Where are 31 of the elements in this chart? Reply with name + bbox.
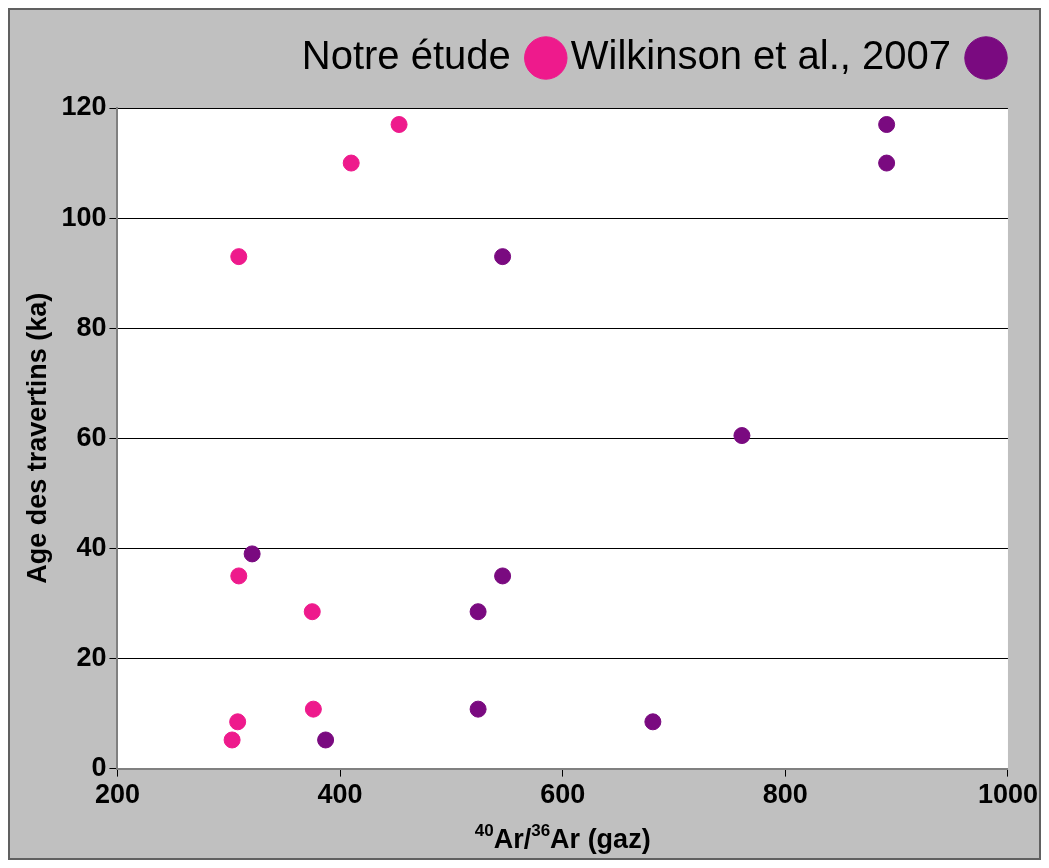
y-axis-title: Age des travertins (ka) bbox=[21, 292, 52, 584]
point bbox=[494, 567, 512, 585]
legend-label: Notre étude bbox=[301, 33, 511, 78]
point bbox=[230, 248, 248, 266]
x-tick-label: 400 bbox=[317, 779, 363, 810]
point bbox=[878, 116, 896, 134]
point bbox=[342, 154, 360, 172]
point bbox=[494, 248, 512, 266]
y-tick-label: 80 bbox=[76, 311, 107, 342]
x-tick-label: 600 bbox=[540, 779, 586, 810]
point bbox=[304, 700, 322, 718]
point bbox=[733, 427, 751, 445]
point bbox=[229, 713, 247, 731]
point bbox=[878, 154, 896, 172]
y-tick-label: 120 bbox=[61, 91, 107, 122]
x-tick-label: 1000 bbox=[977, 779, 1039, 810]
y-tick-label: 20 bbox=[76, 641, 107, 672]
point bbox=[317, 731, 335, 749]
point bbox=[303, 603, 321, 621]
point bbox=[230, 567, 248, 585]
y-tick-label: 100 bbox=[61, 201, 107, 232]
point bbox=[223, 731, 241, 749]
legend-label: Wilkinson et al., 2007 bbox=[570, 33, 951, 78]
point bbox=[469, 603, 487, 621]
point bbox=[390, 116, 408, 134]
point bbox=[644, 713, 662, 731]
x-tick-label: 800 bbox=[762, 779, 808, 810]
point bbox=[469, 700, 487, 718]
point bbox=[243, 545, 261, 563]
y-tick-label: 60 bbox=[76, 421, 107, 452]
y-tick-label: 40 bbox=[76, 531, 107, 562]
